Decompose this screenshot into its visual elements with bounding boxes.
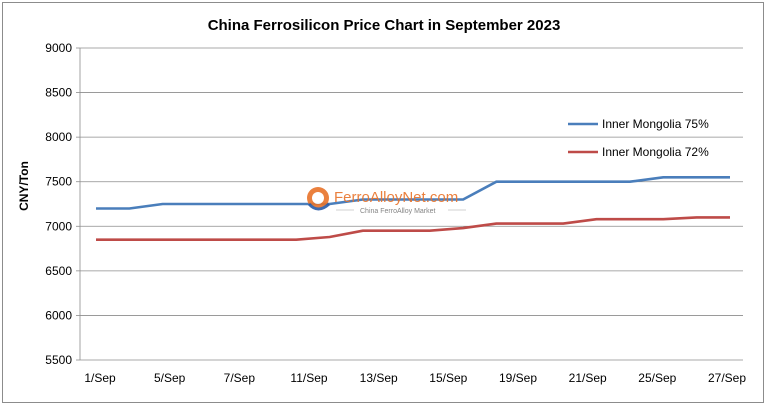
x-tick-label-1: 1/Sep — [84, 371, 116, 385]
y-tick-label-7000: 7000 — [45, 219, 72, 233]
watermark-brand: FerroAlloyNet.com — [334, 189, 458, 206]
x-tick-label-8: 21/Sep — [569, 371, 607, 385]
watermark-logo-icon — [307, 187, 331, 211]
x-tick-label-5: 13/Sep — [360, 371, 398, 385]
y-tick-label-8500: 8500 — [45, 86, 72, 100]
y-tick-label-6500: 6500 — [45, 264, 72, 278]
x-tick-label-2: 5/Sep — [154, 371, 186, 385]
x-tick-label-7: 19/Sep — [499, 371, 537, 385]
y-tick-label-9000: 9000 — [45, 41, 72, 55]
series-line-1 — [96, 176, 730, 210]
x-tick-label-4: 11/Sep — [290, 371, 327, 385]
legend-label-2: Inner Mongolia 72% — [602, 145, 709, 159]
watermark: FerroAlloyNet.com China FerroAlloy Marke… — [307, 187, 466, 215]
chart-title: China Ferrosilicon Price Chart in Septem… — [207, 17, 561, 34]
watermark-tagline: China FerroAlloy Market — [360, 208, 436, 215]
y-tick-label-6000: 6000 — [45, 308, 72, 322]
x-tick-label-6: 15/Sep — [429, 371, 467, 385]
y-axis-ticks: 5500 6000 6500 7000 7500 8000 8500 9000 — [45, 41, 72, 367]
chart-frame — [2, 2, 764, 403]
x-tick-label-3: 7/Sep — [224, 371, 256, 385]
legend: Inner Mongolia 75% Inner Mongolia 72% — [568, 117, 709, 159]
y-tick-label-5500: 5500 — [45, 353, 72, 367]
y-tick-label-7500: 7500 — [45, 175, 72, 189]
x-tick-label-9: 25/Sep — [638, 371, 676, 385]
series-lines — [95, 176, 731, 241]
x-tick-label-10: 27/Sep — [708, 371, 746, 385]
x-axis-ticks: 1/Sep 5/Sep 7/Sep 11/Sep 13/Sep 15/Sep 19/Sep 2… — [84, 371, 746, 385]
y-tick-label-8000: 8000 — [45, 130, 72, 144]
legend-label-1: Inner Mongolia 75% — [602, 117, 709, 131]
series-line-2 — [96, 216, 730, 241]
